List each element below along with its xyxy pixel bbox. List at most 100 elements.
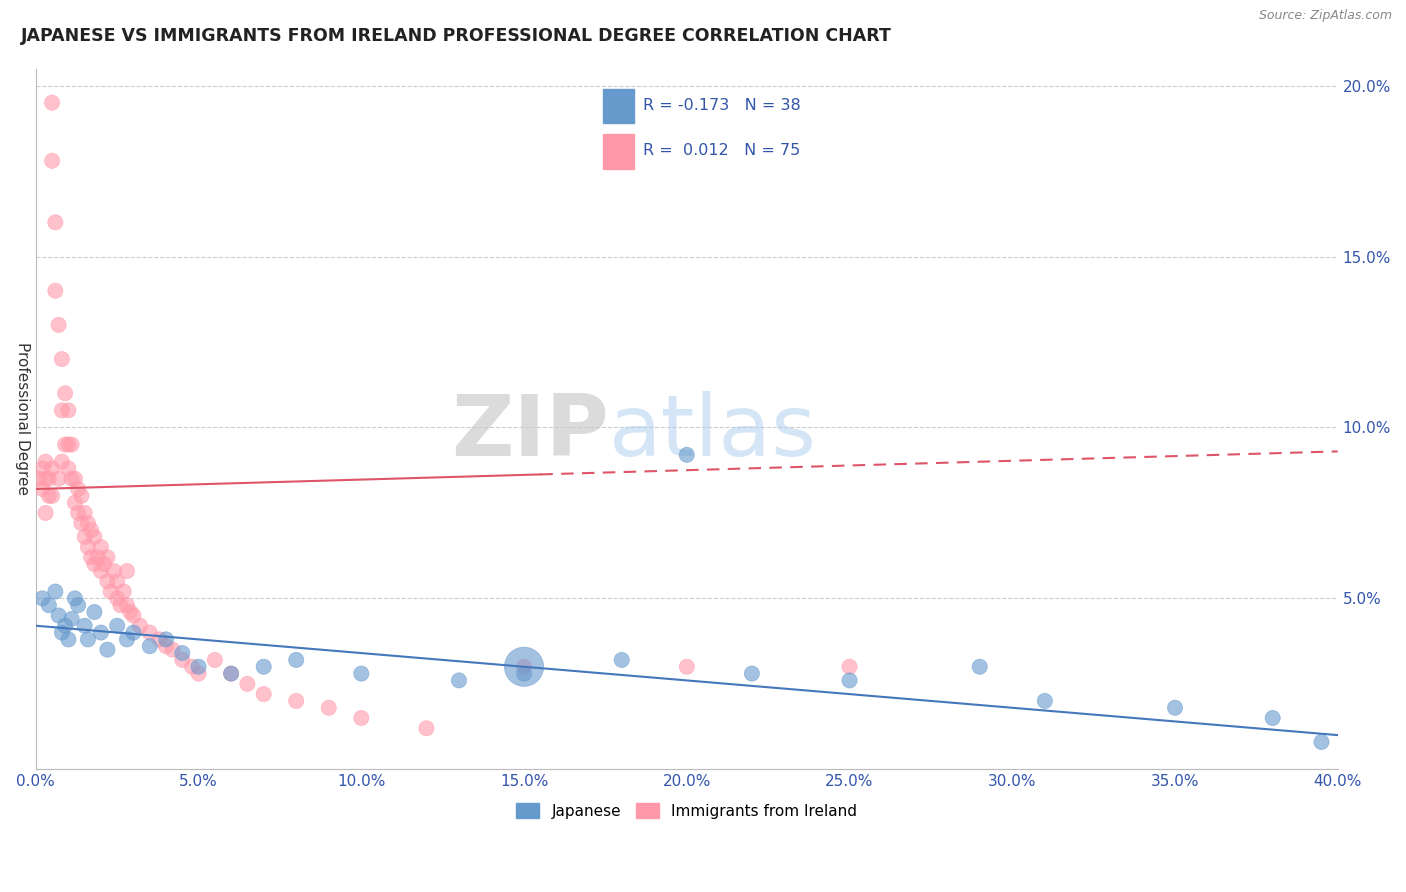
Text: R = -0.173   N = 38: R = -0.173 N = 38 [643,98,801,113]
Point [34,506,56,520]
Point [105,618,128,632]
Point [73,530,96,544]
Point [90,564,112,578]
Point [58,461,80,475]
Point [969,659,991,673]
Point [77,632,100,647]
Point [115,632,138,647]
Point [60,472,83,486]
Point [41,95,63,110]
Point [219,666,242,681]
Point [172,653,194,667]
Point [96,642,118,657]
Point [51,455,73,469]
Point [318,700,340,714]
Point [63,591,86,606]
Point [41,489,63,503]
Point [77,516,100,531]
Point [67,482,90,496]
Point [58,632,80,647]
Point [447,673,470,688]
Point [103,564,125,578]
Text: JAPANESE VS IMMIGRANTS FROM IRELAND PROFESSIONAL DEGREE CORRELATION CHART: JAPANESE VS IMMIGRANTS FROM IRELAND PROF… [21,27,891,45]
Point [83,605,105,619]
Point [48,608,70,623]
Point [67,506,90,520]
Point [31,482,53,496]
Point [838,673,860,688]
Point [1261,711,1284,725]
Text: atlas: atlas [609,392,817,475]
Point [129,618,152,632]
Bar [603,89,634,123]
Point [28,472,51,486]
Point [285,653,308,667]
Point [60,612,83,626]
Point [172,646,194,660]
Point [86,550,108,565]
Point [513,666,536,681]
Point [115,564,138,578]
Bar [603,134,634,169]
Point [73,506,96,520]
Point [51,352,73,367]
Point [38,489,60,503]
Point [100,584,122,599]
Point [90,625,112,640]
Point [204,653,226,667]
Legend: Japanese, Immigrants from Ireland: Japanese, Immigrants from Ireland [510,797,863,825]
Point [187,659,209,673]
Point [1310,735,1333,749]
Point [1164,700,1187,714]
Point [44,284,66,298]
Point [73,618,96,632]
Point [513,659,536,673]
Point [34,472,56,486]
Point [44,584,66,599]
Point [63,496,86,510]
Point [181,659,204,673]
Point [513,659,536,673]
Point [155,632,177,647]
Point [139,625,162,640]
Point [675,448,697,462]
Point [70,489,93,503]
Point [112,584,135,599]
Point [53,618,76,632]
Text: ZIP: ZIP [451,392,609,475]
Point [122,608,145,623]
Point [41,461,63,475]
Point [115,598,138,612]
Point [53,437,76,451]
Point [162,642,184,657]
Point [31,461,53,475]
Point [80,523,103,537]
Point [44,215,66,229]
Point [83,530,105,544]
Point [58,437,80,451]
Point [187,666,209,681]
Point [48,318,70,332]
Point [253,659,276,673]
Point [155,639,177,653]
Point [51,403,73,417]
Point [53,386,76,401]
Text: R =  0.012   N = 75: R = 0.012 N = 75 [643,144,800,159]
Point [90,540,112,554]
Point [610,653,633,667]
Point [38,472,60,486]
Point [60,437,83,451]
Point [34,455,56,469]
Point [51,625,73,640]
Point [48,472,70,486]
Point [105,591,128,606]
Point [741,666,763,681]
Point [31,591,53,606]
Point [219,666,242,681]
Point [67,598,90,612]
Point [838,659,860,673]
Point [80,550,103,565]
Point [236,677,259,691]
Point [350,711,373,725]
Point [83,558,105,572]
